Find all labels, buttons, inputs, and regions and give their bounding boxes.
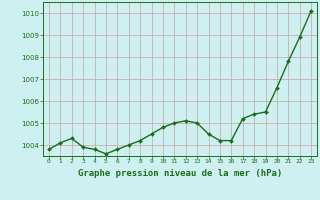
X-axis label: Graphe pression niveau de la mer (hPa): Graphe pression niveau de la mer (hPa) [78, 169, 282, 178]
